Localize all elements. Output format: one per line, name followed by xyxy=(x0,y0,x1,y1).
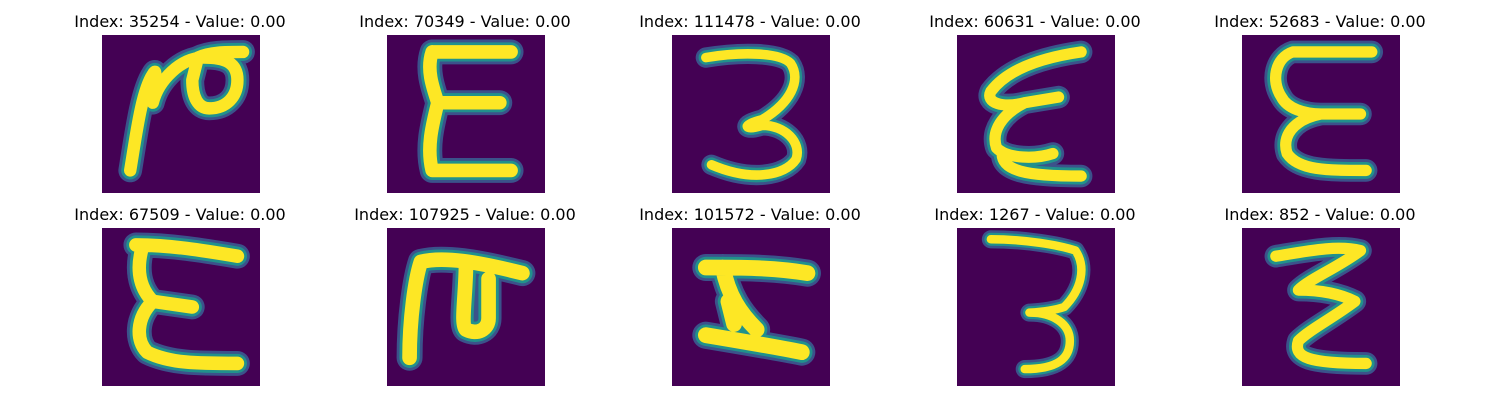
panel-title: Index: 60631 - Value: 0.00 xyxy=(929,12,1141,31)
digit-image xyxy=(102,228,260,386)
digit-image xyxy=(672,228,830,386)
panel-10: Index: 852 - Value: 0.00 xyxy=(1170,203,1470,393)
digit-image xyxy=(957,228,1115,386)
panel-title: Index: 35254 - Value: 0.00 xyxy=(74,12,286,31)
panel-title: Index: 1267 - Value: 0.00 xyxy=(934,205,1136,224)
glyph-e-rotated-icon xyxy=(396,246,536,371)
digit-image xyxy=(957,35,1115,193)
glyph-3-icon xyxy=(695,43,808,186)
panel-title: Index: 111478 - Value: 0.00 xyxy=(639,12,861,31)
panel-8: Index: 101572 - Value: 0.00 xyxy=(600,203,900,393)
panel-title: Index: 70349 - Value: 0.00 xyxy=(359,12,571,31)
glyph-e-icon xyxy=(417,39,524,183)
glyph-e-round-icon xyxy=(1264,40,1384,182)
digit-image xyxy=(672,35,830,193)
panel-title: Index: 52683 - Value: 0.00 xyxy=(1214,12,1426,31)
panel-title: Index: 852 - Value: 0.00 xyxy=(1224,205,1416,224)
panel-title: Index: 101572 - Value: 0.00 xyxy=(639,205,861,224)
panel-1: Index: 35254 - Value: 0.00 xyxy=(30,10,330,200)
panel-title: Index: 107925 - Value: 0.00 xyxy=(354,205,576,224)
digit-image xyxy=(387,228,545,386)
digit-image xyxy=(102,35,260,193)
glyph-z-icon xyxy=(1264,236,1378,375)
digit-image xyxy=(1242,228,1400,386)
panel-9: Index: 1267 - Value: 0.00 xyxy=(885,203,1185,393)
panel-2: Index: 70349 - Value: 0.00 xyxy=(315,10,615,200)
glyph-3-thin-icon xyxy=(981,230,1091,379)
glyph-2-icon xyxy=(118,40,255,183)
panel-title: Index: 67509 - Value: 0.00 xyxy=(74,205,286,224)
digit-image xyxy=(387,35,545,193)
glyph-e-wide-icon xyxy=(123,232,250,376)
glyph-e-flat-icon xyxy=(692,253,821,366)
panel-3: Index: 111478 - Value: 0.00 xyxy=(600,10,900,200)
panel-4: Index: 60631 - Value: 0.00 xyxy=(885,10,1185,200)
panel-5: Index: 52683 - Value: 0.00 xyxy=(1170,10,1470,200)
panel-6: Index: 67509 - Value: 0.00 xyxy=(30,203,330,393)
glyph-e-slanted-icon xyxy=(978,40,1093,188)
digit-image xyxy=(1242,35,1400,193)
panel-7: Index: 107925 - Value: 0.00 xyxy=(315,203,615,393)
